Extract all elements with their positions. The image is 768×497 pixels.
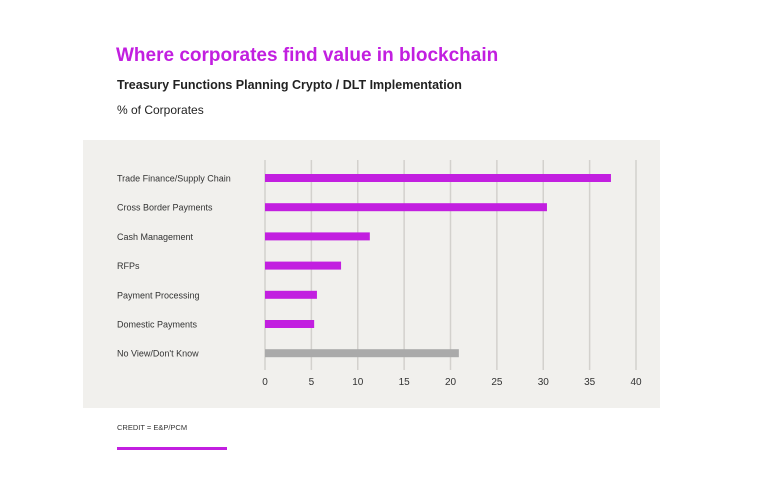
category-label: Trade Finance/Supply Chain: [117, 174, 231, 184]
category-label: RFPs: [117, 261, 140, 271]
x-tick-label: 10: [352, 377, 364, 388]
category-label: Cross Border Payments: [117, 203, 213, 213]
credit-text: CREDIT = E&P/PCM: [117, 423, 188, 432]
bar: [265, 349, 459, 358]
x-tick-label: 35: [584, 377, 596, 388]
category-label: Payment Processing: [117, 290, 200, 300]
category-label: Domestic Payments: [117, 320, 198, 330]
x-tick-label: 30: [538, 377, 550, 388]
bar: [265, 290, 317, 299]
x-tick-label: 40: [630, 377, 642, 388]
chart-subtitle: Treasury Functions Planning Crypto / DLT…: [117, 78, 462, 92]
x-tick-label: 20: [445, 377, 457, 388]
bar: [265, 232, 370, 241]
chart-title: Where corporates find value in blockchai…: [116, 45, 499, 66]
accent-rule: [117, 447, 227, 450]
bar: [265, 174, 611, 182]
x-tick-label: 0: [262, 377, 268, 388]
category-label: No View/Don't Know: [117, 349, 199, 359]
category-label: Cash Management: [117, 232, 194, 242]
unit-label: % of Corporates: [117, 103, 204, 117]
bar: [265, 261, 342, 270]
x-tick-label: 15: [399, 377, 411, 388]
x-tick-label: 25: [491, 377, 503, 388]
x-tick-label: 5: [309, 377, 315, 388]
bar: [265, 203, 547, 212]
chart-panel: [83, 140, 660, 408]
bar: [265, 320, 315, 328]
